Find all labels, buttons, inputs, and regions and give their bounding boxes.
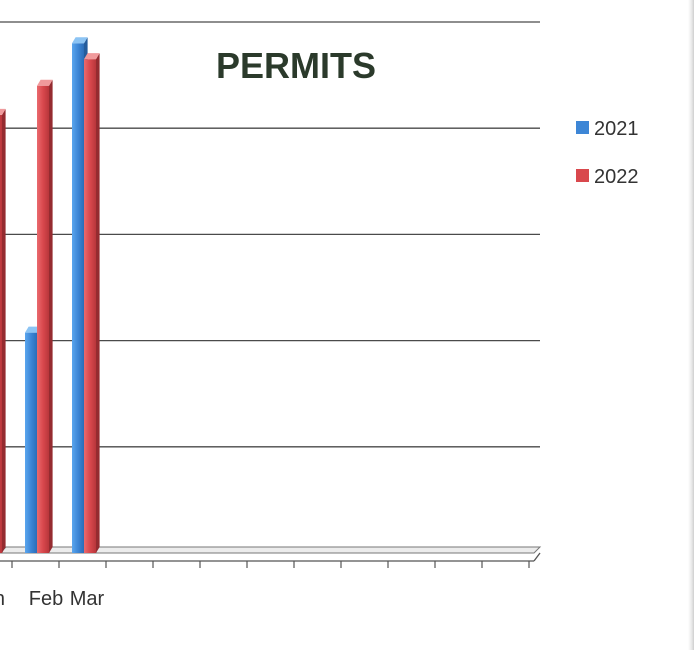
legend-swatch	[576, 169, 589, 182]
bar-top	[84, 53, 100, 60]
bar-top	[0, 108, 6, 115]
bar-2022-mar	[84, 53, 100, 554]
bar-side	[49, 79, 53, 553]
legend-item-2021: 2021	[576, 118, 639, 140]
bar-front	[0, 114, 2, 554]
x-axis-labels: n Feb Mar	[0, 588, 105, 610]
bar-top	[25, 326, 41, 333]
x-tick-label: Feb	[29, 588, 63, 610]
bar-2022-jan	[0, 108, 6, 554]
bar-2022-feb	[37, 79, 53, 553]
x-axis-corner	[533, 552, 541, 562]
bar-front	[37, 85, 49, 553]
chart-title: PERMITS	[216, 45, 376, 86]
legend-label: 2021	[594, 118, 639, 140]
legend: 2021 2022	[576, 118, 639, 188]
legend-swatch	[576, 121, 589, 134]
chart-floor	[0, 546, 542, 568]
bars	[0, 37, 100, 554]
bar-top	[72, 37, 88, 44]
legend-item-2022: 2022	[576, 166, 639, 188]
bar-top	[37, 79, 53, 86]
bar-side	[96, 53, 100, 554]
page-edge-shadow	[688, 0, 694, 650]
bar-front	[25, 332, 37, 553]
legend-label: 2022	[594, 166, 639, 188]
bar-side	[2, 108, 6, 554]
bar-front	[72, 43, 84, 554]
bar-front	[84, 59, 96, 554]
x-tick-label: n	[0, 588, 5, 610]
x-tick-label: Mar	[70, 588, 105, 610]
